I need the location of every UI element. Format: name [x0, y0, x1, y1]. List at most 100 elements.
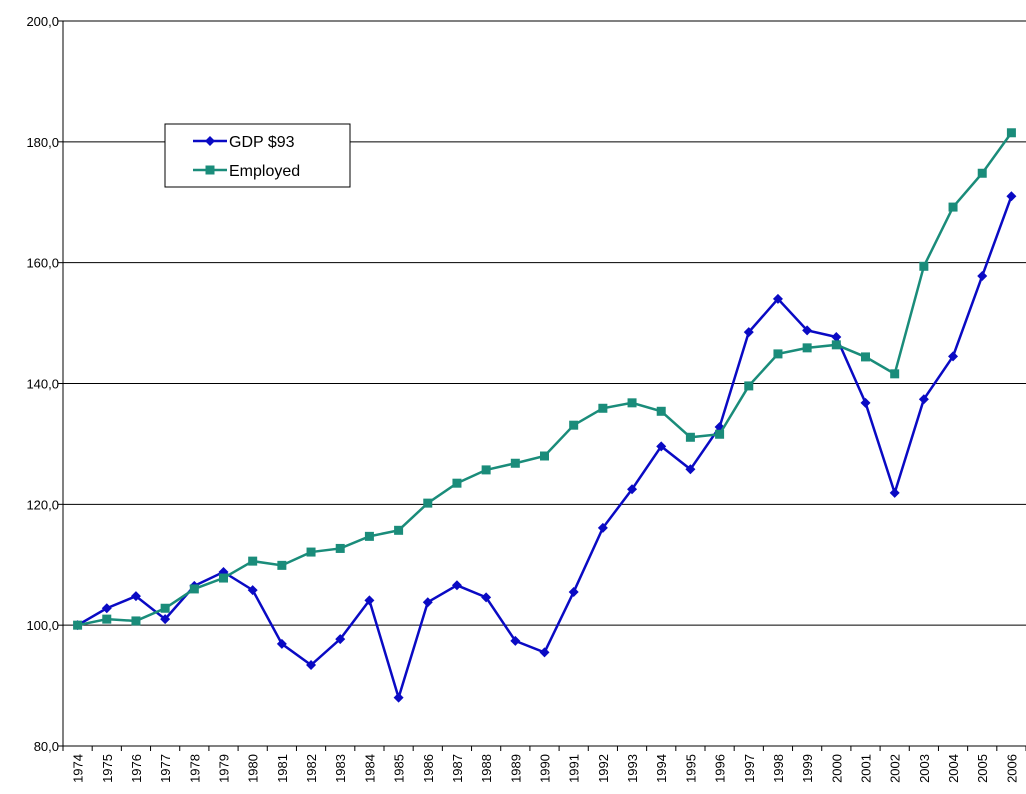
- marker: [772, 293, 783, 304]
- x-tick-label: 1987: [450, 754, 465, 783]
- marker: [598, 403, 608, 413]
- x-tick-label: 1985: [392, 754, 407, 783]
- x-tick-label: 2002: [888, 754, 903, 783]
- x-tick-label: 1989: [508, 754, 523, 783]
- marker: [189, 584, 199, 594]
- x-tick-label: 2005: [975, 754, 990, 783]
- marker: [540, 451, 549, 461]
- marker: [890, 369, 900, 379]
- marker: [423, 498, 433, 508]
- x-tick-label: 2006: [1004, 754, 1019, 783]
- marker: [510, 458, 520, 468]
- marker: [918, 394, 929, 405]
- legend-box: [164, 123, 351, 188]
- marker: [685, 432, 695, 442]
- marker: [831, 340, 841, 350]
- marker: [568, 586, 579, 597]
- marker: [335, 634, 346, 645]
- marker: [393, 692, 404, 703]
- marker: [802, 325, 813, 336]
- y-tick-label: 80,0: [34, 739, 59, 754]
- marker: [685, 464, 696, 475]
- x-tick-label: 2003: [917, 754, 932, 783]
- marker: [422, 597, 433, 608]
- marker: [948, 202, 958, 212]
- x-tick-label: 1991: [567, 754, 582, 783]
- marker: [481, 465, 491, 475]
- marker: [831, 331, 842, 342]
- y-tick-label: 200,0: [26, 14, 59, 29]
- marker: [247, 585, 258, 596]
- legend-label: GDP $93: [229, 134, 295, 151]
- marker: [948, 351, 959, 362]
- marker: [248, 556, 258, 566]
- x-tick-label: 2000: [829, 754, 844, 783]
- legend: GDP $93 Employed: [164, 123, 351, 188]
- marker: [539, 647, 550, 658]
- legend-marker: [205, 136, 215, 146]
- marker: [802, 343, 812, 353]
- marker: [627, 484, 638, 495]
- x-tick-label: 1984: [362, 754, 377, 783]
- x-tick-label: 1980: [246, 754, 261, 783]
- marker: [276, 638, 287, 649]
- x-tick-label: 1982: [304, 754, 319, 783]
- marker: [130, 591, 141, 602]
- marker: [743, 327, 754, 338]
- x-tick-label: 1999: [800, 754, 815, 783]
- marker: [131, 616, 141, 626]
- marker: [219, 573, 228, 583]
- marker: [364, 595, 375, 606]
- marker: [569, 420, 579, 430]
- x-tick-label: 1977: [158, 754, 173, 783]
- marker: [394, 525, 404, 535]
- marker: [715, 429, 725, 439]
- x-tick-label: 1979: [217, 754, 232, 783]
- x-tick-label: 1992: [596, 754, 611, 783]
- marker: [656, 441, 667, 452]
- legend-marker: [205, 165, 215, 175]
- marker: [510, 635, 521, 646]
- marker: [160, 614, 171, 625]
- y-tick-label: 120,0: [26, 497, 59, 512]
- x-tick-label: 1997: [742, 754, 757, 783]
- marker: [919, 261, 929, 271]
- x-tick-label: 1990: [538, 754, 553, 783]
- marker: [860, 397, 871, 408]
- marker: [306, 547, 316, 557]
- marker: [861, 352, 870, 362]
- y-tick-label: 160,0: [26, 256, 59, 271]
- x-tick-label: 1993: [625, 754, 640, 783]
- marker: [160, 603, 170, 613]
- marker: [364, 531, 374, 541]
- marker: [744, 381, 754, 391]
- x-tick-label: 1995: [683, 754, 698, 783]
- x-tick-label: 2001: [859, 754, 874, 783]
- x-tick-label: 1988: [479, 754, 494, 783]
- legend-label: Employed: [229, 163, 300, 180]
- y-tick-label: 100,0: [26, 618, 59, 633]
- marker: [306, 660, 317, 671]
- x-tick-label: 1976: [129, 754, 144, 783]
- x-tick-label: 1974: [71, 754, 86, 783]
- x-tick-label: 1983: [333, 754, 348, 783]
- y-tick-label: 180,0: [26, 135, 59, 150]
- marker: [335, 543, 345, 553]
- marker: [102, 614, 112, 624]
- marker: [1006, 128, 1016, 138]
- marker: [977, 270, 988, 281]
- x-tick-label: 1975: [100, 754, 115, 783]
- marker: [977, 168, 987, 178]
- marker: [101, 603, 112, 614]
- x-tick-label: 1978: [187, 754, 202, 783]
- x-tick-label: 1994: [654, 754, 669, 783]
- marker: [889, 487, 900, 498]
- x-tick-label: 1998: [771, 754, 786, 783]
- marker: [597, 522, 608, 533]
- y-tick-label: 140,0: [26, 377, 59, 392]
- marker: [452, 478, 462, 488]
- x-tick-label: 1981: [275, 754, 290, 783]
- marker: [73, 620, 83, 630]
- marker: [1006, 191, 1017, 202]
